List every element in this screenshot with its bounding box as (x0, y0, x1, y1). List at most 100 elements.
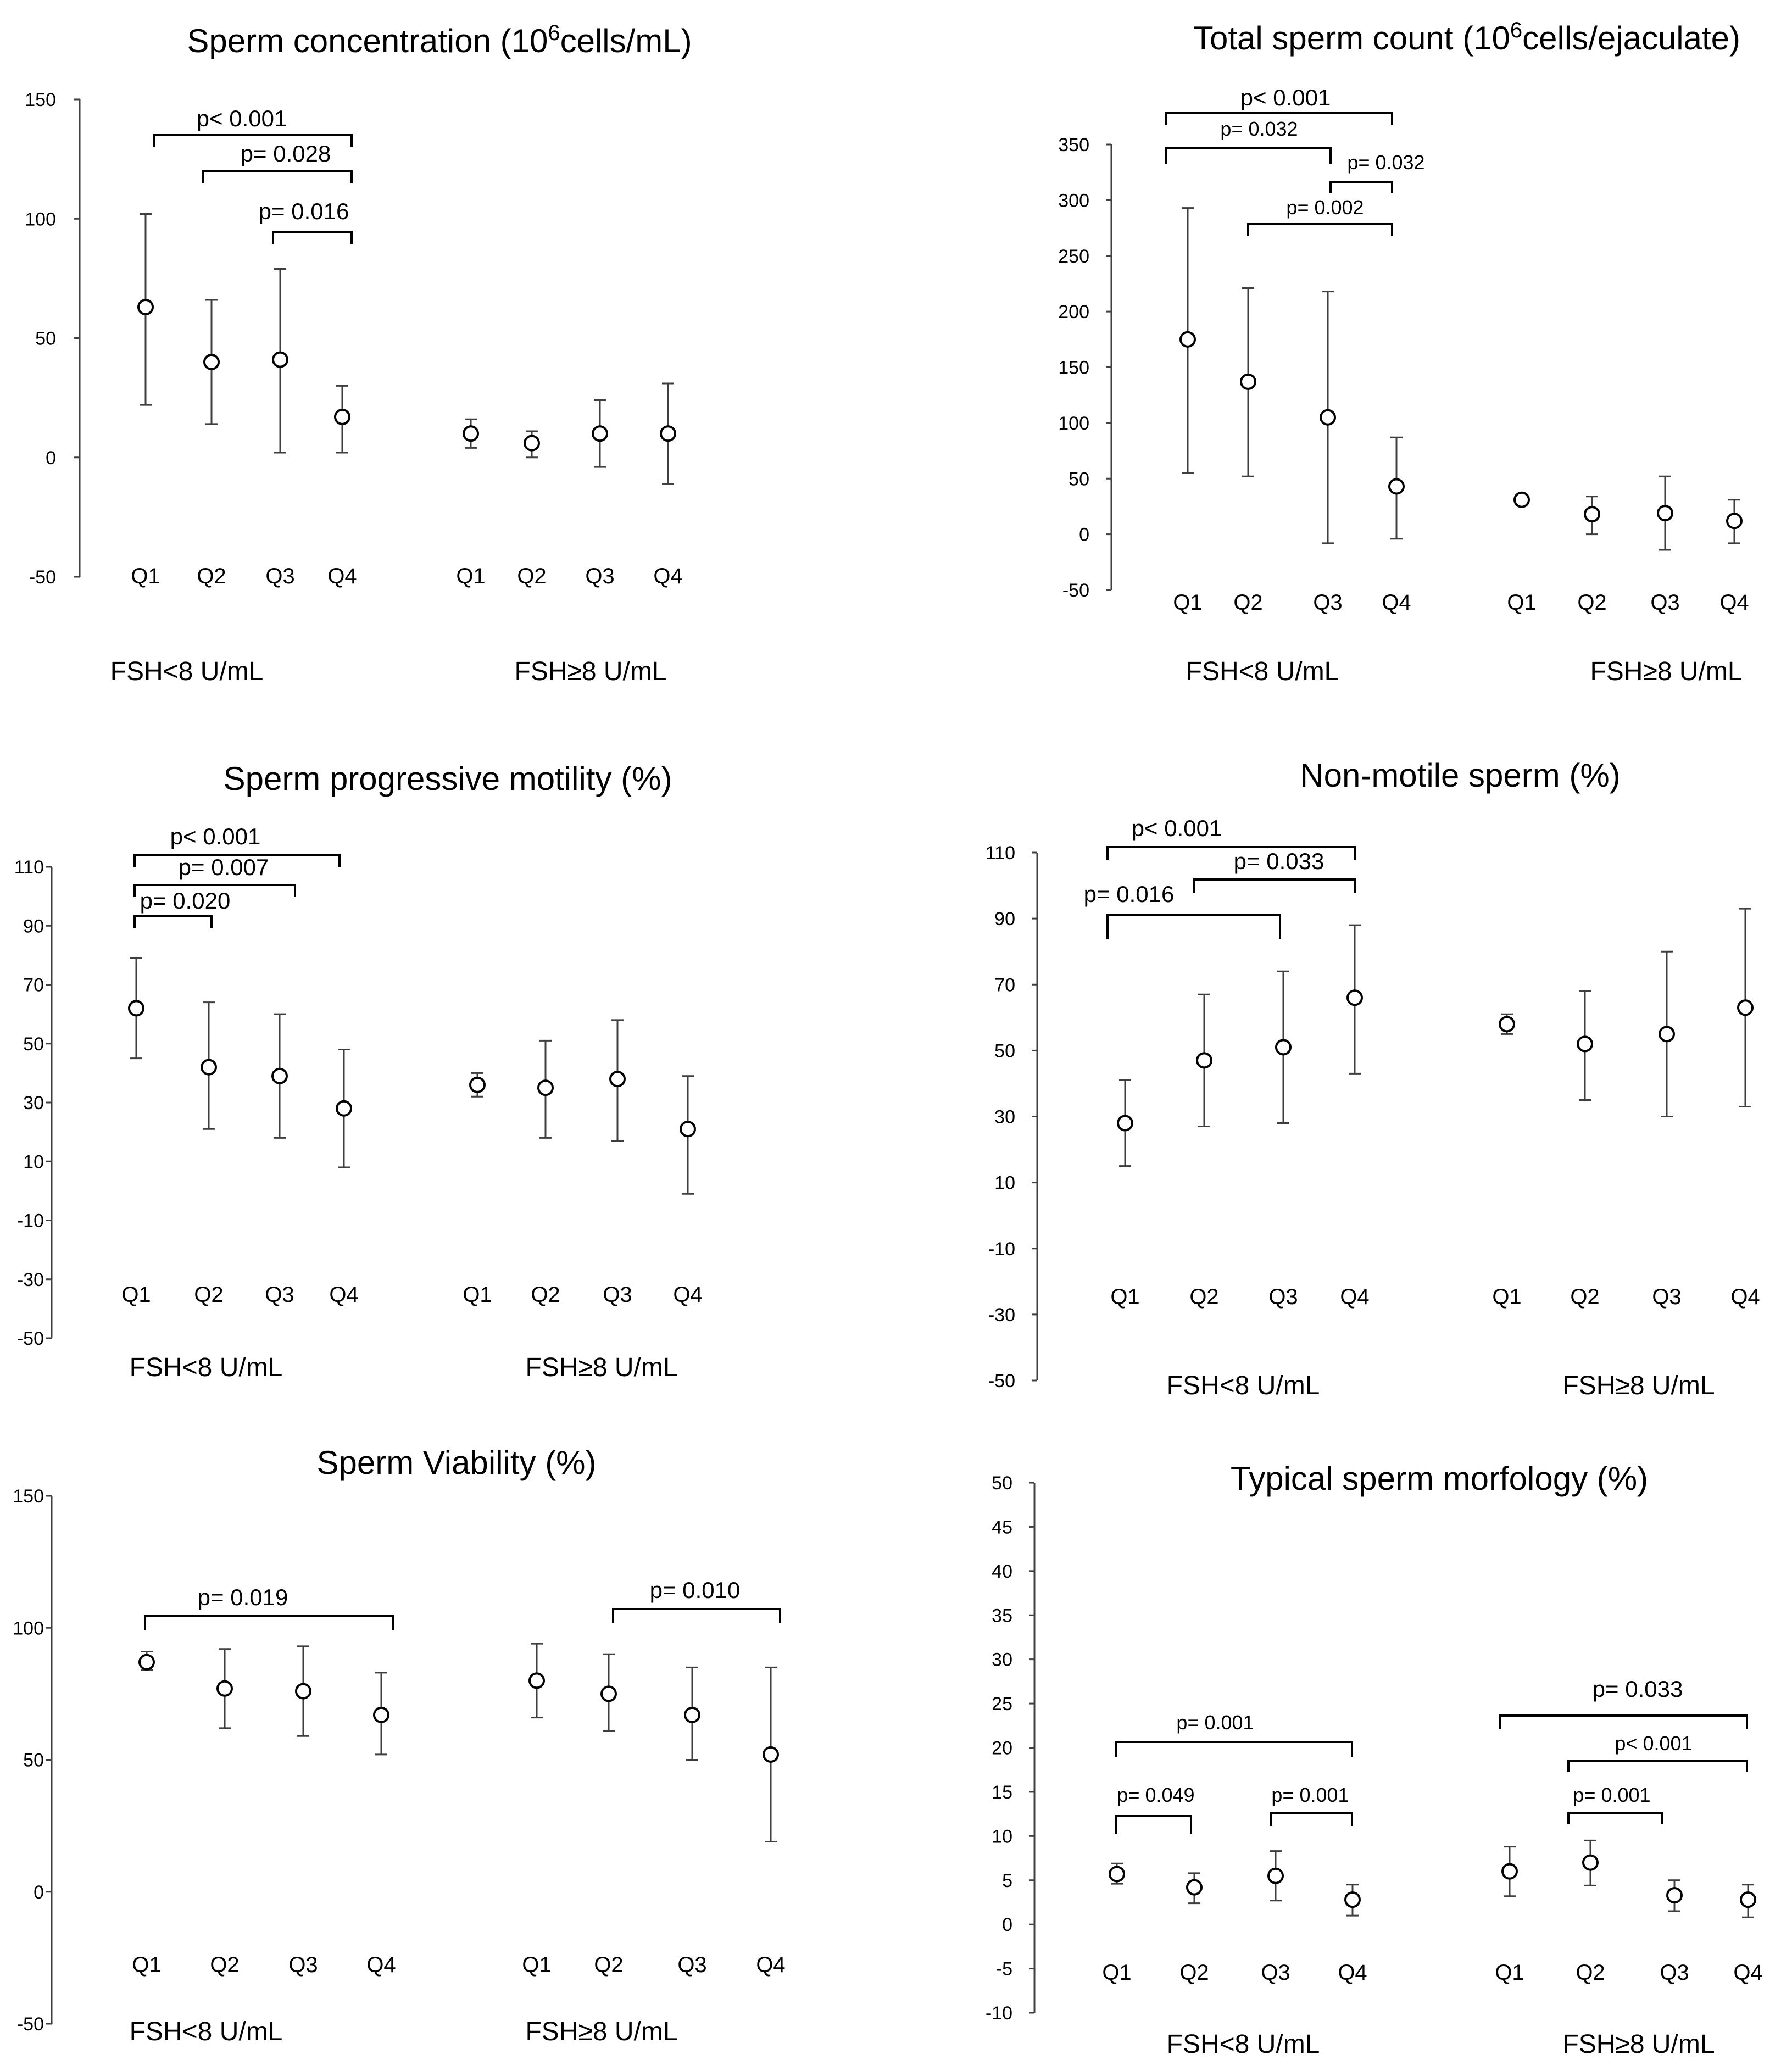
p-value-label: p= 0.049 (1117, 1784, 1194, 1806)
data-point (216, 1680, 233, 1697)
p-value-label: p< 0.001 (197, 105, 287, 131)
category-label: Q1 (463, 1283, 492, 1307)
group-label: FSH≥8 U/mL (1562, 2030, 1715, 2059)
data-point (1582, 1854, 1599, 1871)
chart-morph: Typical sperm morfology (%) -10 -5 0 5 10 15 20… (986, 1460, 1763, 2059)
category-label: Q4 (1733, 1961, 1762, 1985)
data-point (1501, 1863, 1518, 1880)
significance-bracket (1329, 181, 1393, 193)
y-tick-label: 50 (994, 1040, 1015, 1061)
data-point (201, 1059, 217, 1076)
chart-total: Total sperm count (106cells/ejaculate) -5… (1058, 18, 1749, 686)
data-point (600, 1685, 617, 1702)
y-tick-label: 30 (992, 1650, 1012, 1671)
significance-bracket (1247, 223, 1393, 236)
y-tick-label: -5 (996, 1959, 1012, 1980)
group-label: FSH<8 U/mL (130, 1353, 283, 1382)
y-tick-label: 150 (25, 90, 56, 110)
p-value-label: p= 0.032 (1220, 118, 1298, 140)
category-label: Q1 (522, 1953, 551, 1977)
data-point (1740, 1891, 1756, 1908)
significance-bracket (1106, 846, 1356, 860)
y-tick-label: 100 (1058, 413, 1089, 434)
data-point (1577, 1036, 1593, 1053)
category-label: Q1 (1102, 1961, 1131, 1985)
chart-conc: Sperm concentration (106cells/mL) -50 0 50 1… (25, 21, 692, 686)
data-point (1499, 1016, 1515, 1033)
p-value-label: p< 0.001 (170, 823, 261, 849)
p-value-label: p= 0.019 (198, 1584, 288, 1610)
category-label: Q2 (1179, 1961, 1209, 1985)
group-label: FSH<8 U/mL (1167, 2030, 1320, 2059)
data-point (1117, 1115, 1133, 1132)
category-label: Q1 (1492, 1285, 1521, 1309)
category-label: Q4 (1340, 1285, 1369, 1309)
data-point (684, 1706, 700, 1723)
data-point (763, 1746, 779, 1763)
y-tick-label: 150 (1058, 358, 1089, 378)
y-tick-label: 70 (994, 975, 1015, 995)
y-tick-label: 150 (13, 1486, 44, 1507)
data-point (1346, 989, 1363, 1006)
category-label: Q2 (517, 564, 546, 588)
y-tick-label: 30 (23, 1093, 44, 1114)
category-label: Q3 (603, 1283, 632, 1307)
p-value-label: p= 0.001 (1573, 1784, 1650, 1806)
p-value-label: p= 0.016 (259, 198, 349, 224)
data-point (137, 299, 154, 316)
data-point (1186, 1879, 1203, 1896)
chart-prog: Sperm progressive motility (%) -50 -30 -10 1… (14, 760, 703, 1382)
chart-title: Sperm concentration (106cells/mL) (187, 21, 692, 59)
category-label: Q2 (1576, 1961, 1605, 1985)
chart-title: Sperm Viability (%) (316, 1444, 596, 1481)
y-tick-label: -50 (17, 1328, 44, 1349)
y-tick-label: -10 (17, 1211, 44, 1232)
category-label: Q4 (1382, 591, 1411, 615)
category-label: Q4 (1719, 591, 1749, 615)
data-point (1267, 1867, 1284, 1884)
data-point (1240, 373, 1256, 390)
y-tick-label: -50 (17, 2014, 44, 2035)
category-label: Q3 (1650, 591, 1679, 615)
y-tick-label: 110 (14, 857, 44, 878)
p-value-label: p= 0.032 (1347, 151, 1424, 174)
data-point (592, 425, 608, 442)
y-tick-label: 0 (1002, 1914, 1012, 1935)
data-point (1179, 331, 1196, 348)
data-point (1344, 1891, 1361, 1908)
p-value-label: p= 0.001 (1176, 1711, 1254, 1734)
y-tick-label: -50 (988, 1371, 1015, 1391)
significance-bracket (153, 134, 353, 147)
data-point (1320, 409, 1336, 426)
group-label: FSH≥8 U/mL (525, 1353, 677, 1382)
data-point (528, 1672, 545, 1689)
data-point (1513, 491, 1530, 508)
category-label: Q2 (594, 1953, 623, 1977)
group-label: FSH<8 U/mL (1167, 1371, 1320, 1400)
category-label: Q3 (288, 1953, 318, 1977)
p-value-label: p= 0.028 (241, 141, 331, 166)
category-label: Q3 (1313, 591, 1342, 615)
data-point (1109, 1866, 1125, 1883)
data-point (373, 1706, 389, 1723)
category-label: Q4 (366, 1953, 396, 1977)
y-tick-label: -50 (1062, 580, 1089, 601)
y-tick-label: 70 (23, 975, 44, 996)
category-label: Q2 (197, 564, 226, 588)
y-tick-label: 200 (1058, 302, 1089, 322)
y-tick-label: 110 (986, 843, 1015, 864)
category-label: Q4 (329, 1283, 358, 1307)
y-tick-label: 15 (992, 1782, 1012, 1803)
significance-bracket (1115, 1815, 1192, 1834)
y-tick-label: -10 (988, 1239, 1015, 1260)
data-point (138, 1654, 155, 1671)
category-label: Q1 (1507, 591, 1536, 615)
y-tick-label: 40 (992, 1561, 1012, 1582)
significance-bracket (1165, 147, 1332, 164)
significance-bracket (1567, 1812, 1663, 1824)
p-value-label: p= 0.002 (1286, 196, 1364, 219)
data-point (463, 425, 479, 442)
y-tick-label: 50 (1068, 469, 1089, 489)
category-label: Q2 (1570, 1285, 1599, 1309)
